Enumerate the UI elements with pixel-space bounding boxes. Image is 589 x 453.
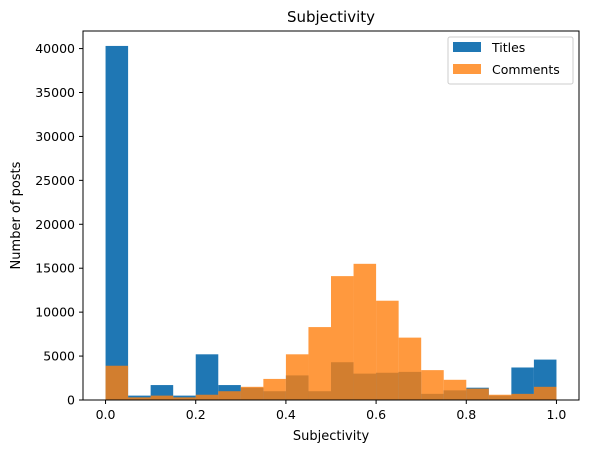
- legend-swatch-comments: [453, 64, 481, 74]
- bar-titles-0: [105, 45, 129, 400]
- legend-label-titles: Titles: [491, 40, 525, 55]
- y-tick-label-5: 25000: [35, 173, 75, 188]
- bar-comments-0: [105, 365, 129, 400]
- bar-comments-5: [218, 391, 241, 400]
- bar-titles-4: [195, 354, 219, 400]
- x-tick-label-0: 0.0: [96, 407, 116, 422]
- y-tick-label-6: 30000: [35, 129, 75, 144]
- bar-comments-16: [466, 388, 489, 400]
- y-tick-label-7: 35000: [35, 85, 75, 100]
- x-axis-label: Subjectivity: [293, 429, 370, 444]
- bar-comments-8: [285, 354, 309, 400]
- x-tick-label-1: 0.2: [186, 407, 206, 422]
- y-tick-label-8: 40000: [35, 41, 75, 56]
- bar-comments-13: [398, 337, 422, 400]
- bar-comments-19: [533, 386, 557, 400]
- bar-comments-3: [173, 397, 196, 400]
- bar-comments-10: [331, 276, 354, 400]
- legend: Titles Comments: [447, 36, 574, 85]
- chart-title: Subjectivity: [287, 8, 375, 26]
- bar-comments-1: [128, 397, 151, 400]
- legend-swatch-titles: [453, 42, 481, 52]
- bar-comments-11: [353, 263, 377, 400]
- bar-comments-18: [511, 393, 534, 400]
- y-tick-label-0: 0: [67, 393, 75, 408]
- bar-comments-9: [308, 327, 331, 400]
- x-axis-ticks: 0.0 0.2 0.4 0.6 0.8 1.0: [96, 400, 567, 422]
- bar-comments-4: [195, 394, 219, 400]
- y-tick-label-1: 5000: [43, 349, 75, 364]
- bar-comments-12: [376, 300, 399, 400]
- plot-frame: [82, 30, 580, 401]
- y-axis-label: Number of posts: [9, 161, 24, 269]
- bar-comments-15: [443, 379, 467, 400]
- y-tick-label-3: 15000: [35, 261, 75, 276]
- bar-comments-17: [488, 394, 512, 400]
- y-tick-label-2: 10000: [35, 305, 75, 320]
- bar-titles-18: [511, 367, 534, 400]
- legend-label-comments: Comments: [492, 62, 560, 77]
- bars-group: [105, 45, 557, 400]
- y-tick-label-4: 20000: [35, 217, 75, 232]
- x-tick-label-3: 0.6: [366, 407, 386, 422]
- x-tick-label-5: 1.0: [547, 407, 567, 422]
- bar-comments-2: [150, 395, 174, 400]
- bar-comments-6: [240, 386, 264, 400]
- y-axis-ticks: 0 5000 10000 15000 20000 25000 30000 35000 40000: [35, 41, 83, 408]
- x-tick-label-2: 0.4: [276, 407, 296, 422]
- bar-comments-7: [263, 378, 286, 400]
- x-tick-label-4: 0.8: [456, 407, 476, 422]
- bar-comments-14: [421, 370, 444, 400]
